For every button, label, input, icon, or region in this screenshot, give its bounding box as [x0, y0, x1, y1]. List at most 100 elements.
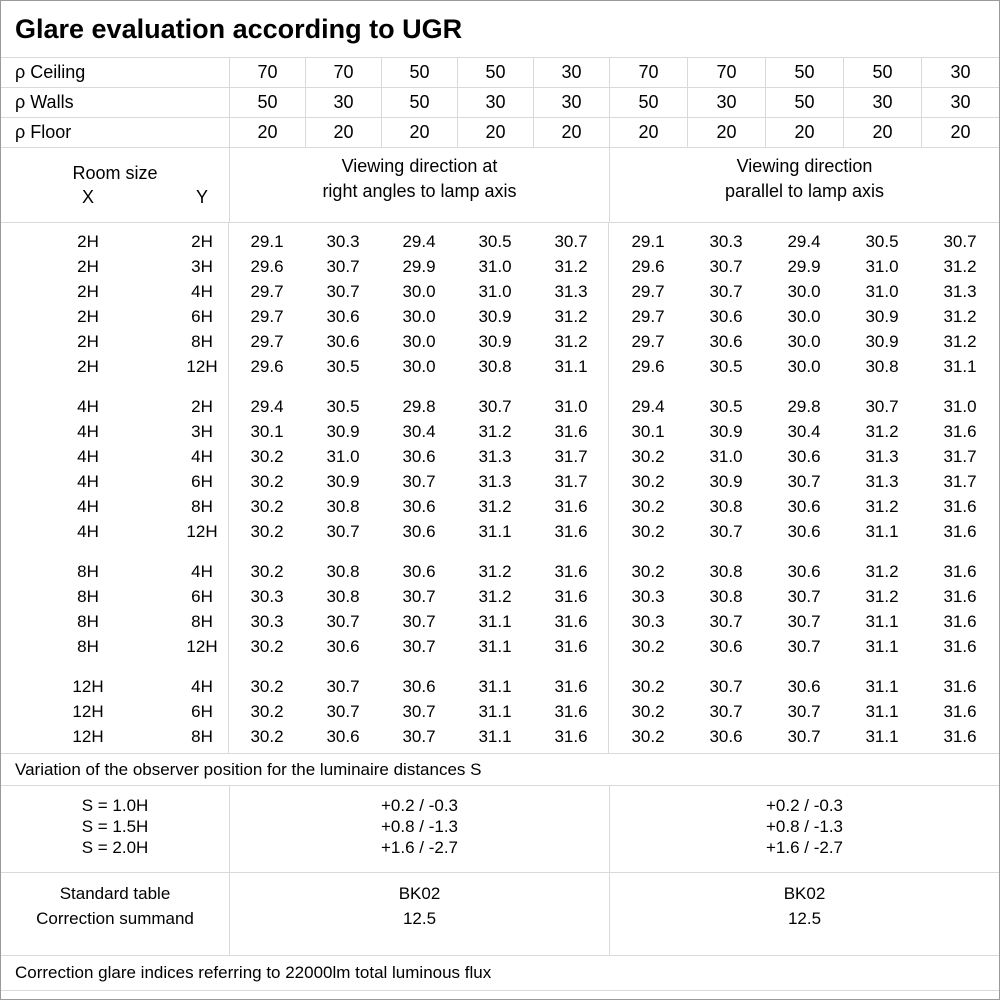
- ugr-value-cell: 30.2: [631, 446, 665, 466]
- ugr-value-cell: 30.9: [326, 421, 360, 441]
- room-size-x-cell: 12H: [72, 676, 104, 696]
- ugr-value-cell: 30.7: [709, 611, 743, 631]
- ugr-value-cell: 31.3: [943, 281, 977, 301]
- ugr-value-cell: 31.2: [478, 421, 512, 441]
- reflectance-value-cell: 30: [305, 88, 381, 117]
- reflectance-value-cell: 20: [229, 118, 305, 147]
- ugr-value-cell: 31.2: [865, 496, 899, 516]
- ugr-value-cell: 30.2: [631, 726, 665, 746]
- ugr-value-cell: 29.6: [631, 256, 665, 276]
- room-size-x-cell: 4H: [77, 521, 99, 541]
- ugr-value-cell: 30.2: [250, 701, 284, 721]
- ugr-value-cell: 31.1: [554, 356, 588, 376]
- ugr-value-cell: 31.3: [865, 471, 899, 491]
- ugr-value-cell: 31.2: [943, 331, 977, 351]
- ugr-value-cell: 30.8: [709, 561, 743, 581]
- room-size-x-cell: 8H: [77, 586, 99, 606]
- ugr-value-cell: 30.5: [709, 356, 743, 376]
- ugr-value-cell: 31.1: [865, 726, 899, 746]
- ugr-value-cell: 30.8: [709, 586, 743, 606]
- ugr-value-cell: 29.7: [631, 281, 665, 301]
- room-size-x-cell: 2H: [77, 256, 99, 276]
- reflectance-value-cell: 30: [921, 58, 999, 87]
- ugr-value-cell: 31.1: [865, 701, 899, 721]
- ugr-value-cell: 30.6: [326, 726, 360, 746]
- room-size-y-cell: 12H: [186, 521, 218, 541]
- ugr-value-cell: 30.9: [865, 331, 899, 351]
- ugr-value-cell: 30.9: [709, 421, 743, 441]
- room-size-x-cell: 4H: [77, 396, 99, 416]
- ugr-value-cell: 31.0: [865, 256, 899, 276]
- table-row: 2H 2H 29.1 30.3 29.4 30.5 30.7 29.1 30.3 29.4 30.5…: [1, 229, 999, 254]
- room-size-x-cell: 2H: [77, 281, 99, 301]
- reflectance-value-cell: 30: [921, 88, 999, 117]
- ugr-value-cell: 29.4: [787, 231, 821, 251]
- ugr-value-cell: 31.2: [478, 586, 512, 606]
- ugr-value-cell: 31.7: [554, 446, 588, 466]
- reflectance-value-cell: 50: [765, 58, 843, 87]
- ugr-value-cell: 29.7: [250, 306, 284, 326]
- ugr-value-cell: 30.2: [250, 521, 284, 541]
- ugr-value-cell: 30.7: [865, 396, 899, 416]
- ugr-value-cell: 29.4: [631, 396, 665, 416]
- ugr-value-cell: 31.1: [478, 676, 512, 696]
- ugr-value-cell: 30.7: [402, 726, 436, 746]
- ugr-value-cell: 30.8: [865, 356, 899, 376]
- ugr-value-cell: 31.0: [709, 446, 743, 466]
- ugr-value-cell: 31.6: [554, 701, 588, 721]
- ugr-value-cell: 31.3: [478, 471, 512, 491]
- room-size-y-cell: 3H: [191, 256, 213, 276]
- room-size-header: Room size X Y: [1, 148, 229, 222]
- column-divider: [228, 223, 229, 753]
- ugr-value-cell: 30.7: [554, 231, 588, 251]
- ugr-value-cell: 30.9: [478, 306, 512, 326]
- room-size-x-cell: 4H: [77, 421, 99, 441]
- ugr-value-cell: 29.7: [250, 331, 284, 351]
- room-size-y-cell: 2H: [191, 396, 213, 416]
- table-row: 2H 12H 29.6 30.5 30.0 30.8 31.1 29.6 30.5 30.0 30.…: [1, 354, 999, 379]
- reflectance-value-cell: 50: [609, 88, 687, 117]
- ugr-value-cell: 31.1: [943, 356, 977, 376]
- room-size-y-cell: 4H: [191, 676, 213, 696]
- ugr-value-cell: 31.0: [326, 446, 360, 466]
- ugr-value-cell: 31.2: [865, 586, 899, 606]
- ugr-value-cell: 30.3: [631, 586, 665, 606]
- ugr-value-cell: 30.7: [326, 611, 360, 631]
- ugr-value-cell: 31.2: [943, 256, 977, 276]
- room-size-x-cell: 8H: [77, 561, 99, 581]
- reflectance-value-cell: 30: [687, 88, 765, 117]
- ugr-value-cell: 30.7: [326, 701, 360, 721]
- room-size-y-cell: 3H: [191, 421, 213, 441]
- ugr-value-cell: 30.4: [402, 421, 436, 441]
- ugr-value-cell: 30.3: [326, 231, 360, 251]
- ugr-value-cell: 30.5: [478, 231, 512, 251]
- reflectance-label: ρ Ceiling: [15, 62, 86, 82]
- ugr-value-cell: 31.2: [554, 306, 588, 326]
- ugr-value-cell: 30.5: [709, 396, 743, 416]
- table-row: 4H 12H 30.2 30.7 30.6 31.1 31.6 30.2 30.7 30.6 31.…: [1, 519, 999, 544]
- ugr-value-cell: 30.7: [402, 611, 436, 631]
- ugr-value-cell: 31.2: [865, 561, 899, 581]
- ugr-value-cell: 30.6: [787, 521, 821, 541]
- reflectance-label: ρ Walls: [15, 92, 74, 112]
- ugr-value-cell: 29.1: [250, 231, 284, 251]
- reflectance-value-cell: 20: [687, 118, 765, 147]
- ugr-value-cell: 30.8: [326, 561, 360, 581]
- reflectance-value-cell: 20: [765, 118, 843, 147]
- ugr-value-cell: 30.1: [631, 421, 665, 441]
- s-correction-values-parallel: +0.2 / -0.3 +0.8 / -1.3 +1.6 / -2.7: [609, 786, 999, 872]
- ugr-value-cell: 31.7: [554, 471, 588, 491]
- table-row: 8H 6H 30.3 30.8 30.7 31.2 31.6 30.3 30.8 30.7 31.2…: [1, 584, 999, 609]
- reflectance-row: ρ Ceiling 70 70 50 50 30 70 70 50 50 30: [1, 58, 999, 88]
- room-size-x-cell: 2H: [77, 331, 99, 351]
- room-size-y-cell: 6H: [191, 471, 213, 491]
- ugr-value-cell: 30.7: [402, 636, 436, 656]
- ugr-value-cell: 30.5: [326, 356, 360, 376]
- ugr-value-cell: 29.6: [250, 356, 284, 376]
- ugr-value-cell: 30.7: [787, 726, 821, 746]
- ugr-value-cell: 31.1: [865, 611, 899, 631]
- ugr-value-cell: 30.7: [326, 256, 360, 276]
- room-size-x-cell: 4H: [77, 446, 99, 466]
- ugr-value-cell: 30.6: [787, 561, 821, 581]
